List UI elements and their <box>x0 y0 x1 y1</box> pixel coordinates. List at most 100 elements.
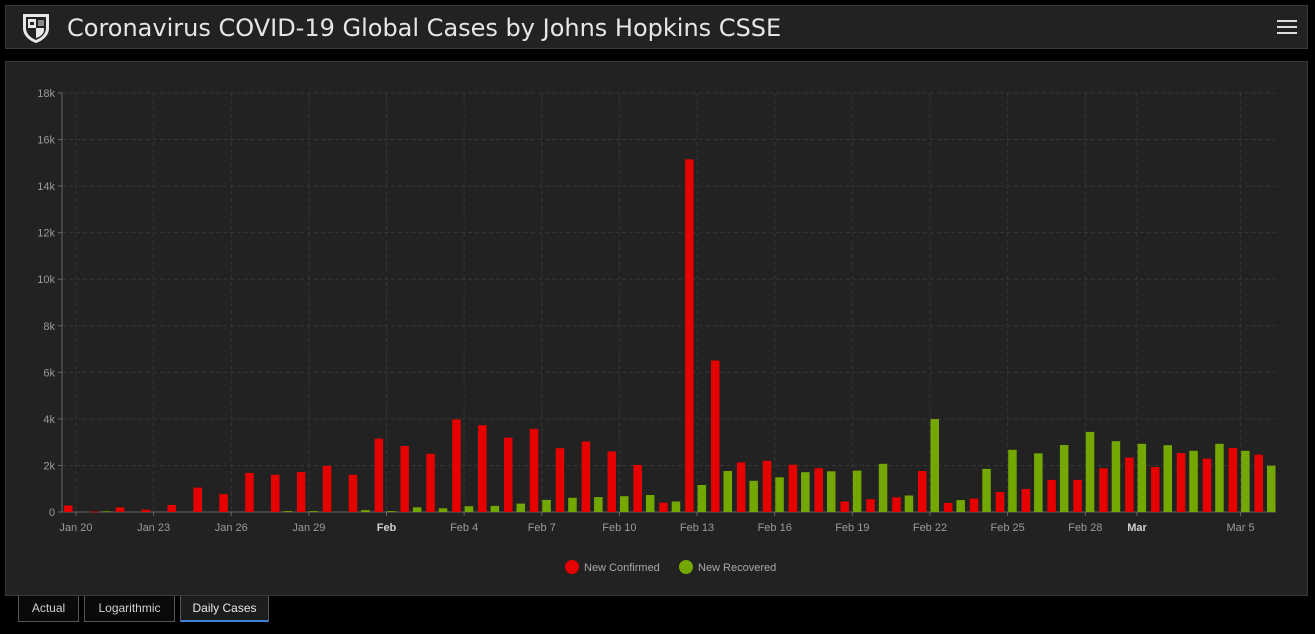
bar-new-confirmed[interactable] <box>969 498 979 513</box>
bar-new-recovered[interactable] <box>697 485 707 512</box>
bar-new-recovered[interactable] <box>361 510 370 512</box>
bar-new-confirmed[interactable] <box>1047 479 1056 512</box>
y-tick-label: 0 <box>49 507 55 519</box>
bar-new-recovered[interactable] <box>775 477 784 512</box>
bar-new-confirmed[interactable] <box>943 502 953 512</box>
bar-new-confirmed[interactable] <box>581 441 591 513</box>
bar-new-confirmed[interactable] <box>219 494 228 512</box>
bar-new-confirmed[interactable] <box>892 497 901 512</box>
bar-new-confirmed[interactable] <box>840 501 849 513</box>
bar-new-confirmed[interactable] <box>918 471 927 512</box>
bar-new-recovered[interactable] <box>1008 449 1017 512</box>
bar-new-confirmed[interactable] <box>1125 457 1134 513</box>
bar-new-recovered[interactable] <box>1137 443 1147 512</box>
bar-new-confirmed[interactable] <box>711 360 720 513</box>
bar-new-confirmed[interactable] <box>322 465 332 512</box>
bar-new-confirmed[interactable] <box>1254 454 1264 512</box>
tab-actual[interactable]: Actual <box>18 596 79 622</box>
bar-new-recovered[interactable] <box>283 511 293 512</box>
bar-new-confirmed[interactable] <box>115 507 125 512</box>
bar-new-recovered[interactable] <box>878 463 888 512</box>
bar-new-recovered[interactable] <box>827 471 836 512</box>
x-tick-label: Jan 26 <box>215 522 248 534</box>
legend-label-new-recovered[interactable]: New Recovered <box>698 562 776 574</box>
bar-new-confirmed[interactable] <box>866 499 875 512</box>
bar-new-recovered[interactable] <box>412 507 422 512</box>
bar-new-confirmed[interactable] <box>685 159 694 513</box>
bar-new-recovered[interactable] <box>490 505 500 512</box>
bar-new-confirmed[interactable] <box>452 419 461 512</box>
bar-new-recovered[interactable] <box>438 508 448 512</box>
bar-new-recovered[interactable] <box>387 511 396 512</box>
bar-new-confirmed[interactable] <box>555 448 565 512</box>
y-tick-label: 10k <box>37 274 55 286</box>
bar-new-recovered[interactable] <box>568 497 577 512</box>
bar-new-confirmed[interactable] <box>141 509 151 512</box>
bar-new-confirmed[interactable] <box>788 464 798 512</box>
bar-new-recovered[interactable] <box>801 472 810 512</box>
bar-new-confirmed[interactable] <box>374 438 384 512</box>
bar-new-confirmed[interactable] <box>1073 479 1082 512</box>
bar-new-confirmed[interactable] <box>736 462 746 512</box>
bar-new-confirmed[interactable] <box>762 460 772 512</box>
bar-new-confirmed[interactable] <box>348 474 358 512</box>
bar-new-recovered[interactable] <box>464 506 474 512</box>
bar-new-recovered[interactable] <box>1215 443 1224 512</box>
bar-new-recovered[interactable] <box>904 495 914 513</box>
bar-new-confirmed[interactable] <box>478 425 487 512</box>
bar-new-confirmed[interactable] <box>1228 448 1238 512</box>
bar-new-recovered[interactable] <box>516 503 526 512</box>
bar-new-recovered[interactable] <box>1241 450 1250 512</box>
bar-new-confirmed[interactable] <box>1021 489 1031 512</box>
bar-new-recovered[interactable] <box>1189 450 1198 512</box>
bar-new-recovered[interactable] <box>852 470 862 512</box>
bar-new-confirmed[interactable] <box>89 511 99 513</box>
x-tick-label: Feb 16 <box>758 522 792 534</box>
x-tick-label: Feb 19 <box>835 522 869 534</box>
bar-new-confirmed[interactable] <box>1151 467 1160 512</box>
bar-new-recovered[interactable] <box>1034 453 1043 512</box>
bar-new-confirmed[interactable] <box>1099 468 1108 512</box>
bar-new-confirmed[interactable] <box>504 437 513 512</box>
x-tick-label: Feb 7 <box>528 522 556 534</box>
bar-new-recovered[interactable] <box>594 497 603 512</box>
bar-new-confirmed[interactable] <box>995 492 1005 512</box>
bar-new-confirmed[interactable] <box>245 472 254 512</box>
bar-new-recovered[interactable] <box>645 495 655 512</box>
bar-new-confirmed[interactable] <box>271 474 280 512</box>
bar-new-confirmed[interactable] <box>167 505 177 512</box>
bar-new-recovered[interactable] <box>1111 441 1121 512</box>
tab-logarithmic[interactable]: Logarithmic <box>84 596 175 622</box>
bar-new-confirmed[interactable] <box>1202 458 1212 512</box>
bar-new-recovered[interactable] <box>671 501 681 513</box>
hamburger-menu-icon[interactable] <box>1277 17 1297 37</box>
bar-new-confirmed[interactable] <box>64 505 73 513</box>
bar-new-recovered[interactable] <box>309 511 318 512</box>
bar-new-confirmed[interactable] <box>193 487 202 512</box>
daily-cases-chart: 0 2k 4k 6k 8k 10k 12k 14k 16k 18k Jan 20 Jan 23 Jan … <box>37 88 1276 574</box>
bar-new-confirmed[interactable] <box>1176 453 1186 512</box>
bar-new-recovered[interactable] <box>982 468 991 512</box>
bar-new-recovered[interactable] <box>620 496 629 512</box>
bar-new-confirmed[interactable] <box>529 428 539 512</box>
bar-new-recovered[interactable] <box>1163 445 1173 512</box>
bar-new-confirmed[interactable] <box>607 451 617 513</box>
bar-new-confirmed[interactable] <box>659 502 668 512</box>
legend-label-new-confirmed[interactable]: New Confirmed <box>584 562 660 574</box>
page-title: Coronavirus COVID-19 Global Cases by Joh… <box>67 14 782 42</box>
bar-new-confirmed[interactable] <box>296 472 306 512</box>
bar-new-recovered[interactable] <box>1059 445 1069 512</box>
bar-new-recovered[interactable] <box>723 471 733 512</box>
bar-new-recovered[interactable] <box>542 499 551 512</box>
bar-new-recovered[interactable] <box>1267 465 1276 512</box>
bar-new-confirmed[interactable] <box>814 468 824 512</box>
bar-new-recovered[interactable] <box>749 480 758 512</box>
tab-daily-cases[interactable]: Daily Cases <box>180 596 269 622</box>
bar-new-confirmed[interactable] <box>400 446 409 512</box>
bar-new-recovered[interactable] <box>1085 431 1095 512</box>
bar-new-recovered[interactable] <box>956 500 965 512</box>
bar-new-confirmed[interactable] <box>426 453 435 512</box>
bar-new-confirmed[interactable] <box>633 465 642 512</box>
bar-new-recovered[interactable] <box>102 511 111 513</box>
bar-new-recovered[interactable] <box>930 419 940 512</box>
